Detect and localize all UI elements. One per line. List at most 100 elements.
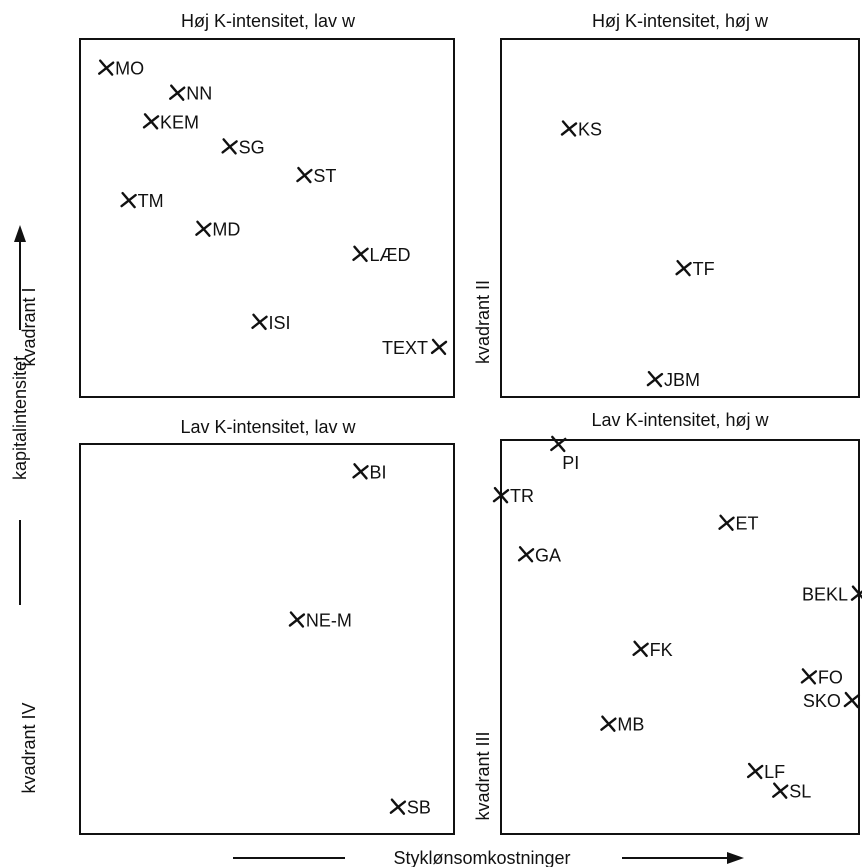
- data-point-text: TEXT: [382, 338, 448, 358]
- data-point-et: ET: [718, 514, 759, 534]
- point-label: SB: [407, 798, 431, 818]
- data-point-ga: GA: [517, 545, 561, 565]
- quadrant-2: Høj K-intensitet, høj w kvadrant II KS TF…: [473, 11, 860, 398]
- point-label: NN: [186, 84, 212, 104]
- quadrant-3-frame: [500, 439, 860, 835]
- point-label: ET: [736, 514, 759, 534]
- y-axis: kapitalintensitet: [10, 225, 30, 605]
- quadrant-2-label: kvadrant II: [473, 280, 493, 364]
- point-marker: [646, 370, 664, 388]
- y-axis-title: kapitalintensitet: [10, 356, 30, 480]
- point-label: LÆD: [370, 245, 411, 265]
- data-point-tf: TF: [675, 259, 715, 279]
- quadrant-2-frame: [500, 38, 860, 398]
- quadrant-2-points: KS TF JBM: [560, 120, 715, 390]
- point-marker: [718, 514, 735, 531]
- y-axis-arrow-head-icon: [14, 225, 26, 242]
- x-axis: Styklønsomkostninger: [233, 848, 744, 867]
- quadrant-1: Høj K-intensitet, lav w kvadrant I MO NN K…: [19, 11, 455, 398]
- point-marker: [221, 138, 238, 155]
- point-marker: [746, 762, 764, 780]
- point-label: LF: [764, 762, 785, 782]
- data-point-isi: ISI: [251, 313, 291, 333]
- point-label: KS: [578, 120, 602, 140]
- data-point-ks: KS: [560, 120, 602, 140]
- point-marker: [492, 486, 510, 504]
- point-marker: [850, 585, 862, 601]
- point-label: GA: [535, 545, 561, 565]
- point-marker: [772, 782, 789, 799]
- quadrant-4-label: kvadrant IV: [19, 702, 39, 793]
- point-marker: [675, 259, 692, 277]
- data-point-ne-m: NE-M: [288, 611, 352, 631]
- point-marker: [550, 435, 567, 453]
- point-label: FO: [818, 667, 843, 687]
- quadrant-1-label: kvadrant I: [19, 287, 39, 366]
- data-point-bekl: BEKL: [802, 585, 862, 605]
- point-label: TF: [693, 259, 715, 279]
- data-point-kem: KEM: [142, 112, 199, 132]
- point-marker: [517, 546, 535, 563]
- quadrant-4-frame: [79, 443, 455, 835]
- point-label: SKO: [803, 691, 841, 711]
- point-marker: [352, 245, 369, 262]
- point-marker: [632, 640, 649, 658]
- data-point-fk: FK: [632, 640, 673, 660]
- point-label: FK: [650, 640, 673, 660]
- data-point-sg: SG: [221, 137, 265, 157]
- data-point-mo: MO: [97, 59, 144, 79]
- point-marker: [142, 113, 160, 130]
- point-marker: [560, 120, 578, 137]
- data-point-sb: SB: [389, 798, 431, 818]
- quadrant-4-title: Lav K-intensitet, lav w: [180, 417, 356, 437]
- quadrant-3: Lav K-intensitet, høj w kvadrant III PI T…: [473, 410, 862, 835]
- point-label: TM: [138, 191, 164, 211]
- quadrant-3-label: kvadrant III: [473, 731, 493, 820]
- point-marker: [288, 611, 306, 628]
- quadrant-3-title: Lav K-intensitet, høj w: [591, 410, 769, 430]
- point-label: BI: [370, 462, 387, 482]
- point-label: MD: [212, 220, 240, 240]
- data-point-tr: TR: [492, 486, 534, 506]
- point-marker: [843, 691, 861, 709]
- point-label: TR: [510, 486, 534, 506]
- point-marker: [251, 313, 268, 331]
- point-marker: [120, 191, 137, 209]
- data-point-tm: TM: [120, 191, 164, 211]
- point-marker: [97, 59, 115, 76]
- data-point-bi: BI: [352, 462, 387, 482]
- data-point-st: ST: [296, 166, 336, 186]
- point-label: PI: [562, 453, 579, 473]
- point-marker: [800, 668, 818, 685]
- point-marker: [600, 715, 617, 732]
- point-label: ISI: [269, 313, 291, 333]
- quadrant-4: Lav K-intensitet, lav w kvadrant IV BI NE…: [19, 417, 455, 835]
- quadrant-1-frame: [79, 38, 455, 398]
- point-label: SL: [789, 782, 811, 802]
- point-label: JBM: [664, 370, 700, 390]
- quadrant-2-title: Høj K-intensitet, høj w: [592, 11, 769, 31]
- x-axis-title: Styklønsomkostninger: [393, 848, 570, 867]
- point-marker: [389, 798, 407, 815]
- x-axis-arrow-head-icon: [727, 852, 744, 864]
- point-marker: [430, 338, 448, 356]
- point-label: ST: [313, 166, 336, 186]
- point-marker: [195, 220, 212, 237]
- point-label: BEKL: [802, 585, 848, 605]
- point-marker: [169, 84, 186, 101]
- point-marker: [352, 463, 369, 480]
- data-point-jbm: JBM: [646, 370, 700, 390]
- data-point-nn: NN: [169, 84, 212, 104]
- quadrant-4-points: BI NE-M SB: [288, 462, 431, 818]
- quadrant-1-points: MO NN KEM SG ST TM MD LÆD ISI TEXT: [97, 59, 448, 358]
- data-point-lf: LF: [746, 762, 785, 782]
- point-label: MO: [115, 59, 144, 79]
- point-label: TEXT: [382, 338, 428, 358]
- quadrant-1-title: Høj K-intensitet, lav w: [181, 11, 356, 31]
- point-label: KEM: [160, 112, 199, 132]
- data-point-mb: MB: [600, 715, 644, 735]
- point-label: MB: [617, 715, 644, 735]
- data-point-md: MD: [195, 220, 240, 240]
- data-point-sko: SKO: [803, 691, 861, 711]
